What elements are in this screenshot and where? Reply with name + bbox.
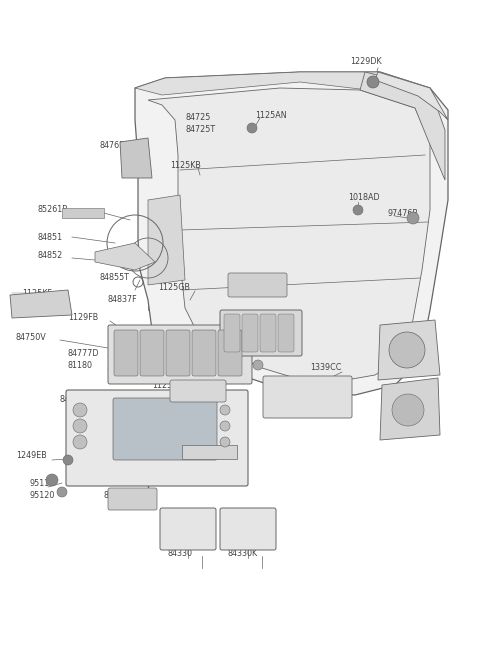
Text: 84725: 84725	[185, 113, 210, 122]
Polygon shape	[380, 378, 440, 440]
Polygon shape	[148, 88, 430, 382]
Bar	[182, 445, 237, 459]
Text: 84330K: 84330K	[228, 550, 258, 559]
Circle shape	[392, 394, 424, 426]
Circle shape	[73, 435, 87, 449]
Polygon shape	[378, 320, 440, 380]
Text: 1125AN: 1125AN	[255, 111, 287, 119]
Text: 84777D: 84777D	[68, 350, 99, 358]
Text: 85839: 85839	[388, 328, 413, 337]
Polygon shape	[375, 72, 448, 120]
FancyBboxPatch shape	[220, 508, 276, 550]
Circle shape	[73, 419, 87, 433]
Text: 1339CC: 1339CC	[310, 364, 341, 373]
FancyBboxPatch shape	[166, 330, 190, 376]
Circle shape	[253, 360, 263, 370]
Text: 84330: 84330	[168, 550, 193, 559]
Text: 84743K: 84743K	[60, 396, 90, 405]
Polygon shape	[135, 72, 430, 96]
Polygon shape	[135, 72, 448, 395]
FancyBboxPatch shape	[170, 380, 226, 402]
Text: 96126: 96126	[244, 274, 269, 282]
FancyBboxPatch shape	[224, 314, 240, 352]
FancyBboxPatch shape	[66, 390, 248, 486]
Text: 1125GA: 1125GA	[152, 381, 184, 390]
FancyBboxPatch shape	[108, 325, 252, 384]
FancyBboxPatch shape	[263, 376, 352, 418]
Circle shape	[46, 474, 58, 486]
Polygon shape	[148, 195, 185, 285]
FancyBboxPatch shape	[260, 314, 276, 352]
Polygon shape	[120, 138, 152, 178]
FancyBboxPatch shape	[242, 314, 258, 352]
Circle shape	[63, 455, 73, 465]
Text: 95120: 95120	[30, 491, 55, 500]
Text: 1125GB: 1125GB	[158, 284, 190, 293]
FancyBboxPatch shape	[192, 330, 216, 376]
Circle shape	[353, 205, 363, 215]
Text: 1129FB: 1129FB	[68, 314, 98, 322]
FancyBboxPatch shape	[140, 330, 164, 376]
Text: 1125KB: 1125KB	[170, 160, 201, 170]
Text: 84765P: 84765P	[100, 141, 130, 149]
Polygon shape	[10, 290, 72, 318]
Circle shape	[220, 405, 230, 415]
Circle shape	[247, 123, 257, 133]
FancyBboxPatch shape	[228, 273, 287, 297]
Text: 97476B: 97476B	[388, 208, 419, 217]
Text: 84837F: 84837F	[107, 295, 137, 305]
FancyBboxPatch shape	[114, 330, 138, 376]
Text: 1125KF: 1125KF	[22, 288, 52, 297]
Circle shape	[73, 403, 87, 417]
Circle shape	[367, 76, 379, 88]
Circle shape	[407, 212, 419, 224]
Text: 81180: 81180	[68, 362, 93, 371]
Text: 97403: 97403	[240, 318, 265, 326]
Polygon shape	[360, 72, 445, 180]
Text: 84741A: 84741A	[103, 491, 133, 500]
Text: 84743E: 84743E	[182, 443, 212, 453]
Text: 1229DK: 1229DK	[350, 58, 382, 67]
FancyBboxPatch shape	[218, 330, 242, 376]
Circle shape	[389, 332, 425, 368]
FancyBboxPatch shape	[108, 488, 157, 510]
Text: 84725T: 84725T	[185, 126, 215, 134]
FancyBboxPatch shape	[160, 508, 216, 550]
Text: 1125DA: 1125DA	[182, 455, 214, 464]
Text: 84851: 84851	[38, 233, 63, 242]
Circle shape	[220, 437, 230, 447]
FancyBboxPatch shape	[113, 398, 217, 460]
Text: 94520: 94520	[278, 398, 303, 407]
Text: 84855T: 84855T	[100, 274, 130, 282]
Text: 84852: 84852	[38, 250, 63, 259]
Text: 84750V: 84750V	[16, 333, 47, 341]
FancyBboxPatch shape	[220, 310, 302, 356]
Text: 95110: 95110	[30, 479, 55, 489]
Text: 84766P: 84766P	[388, 396, 418, 405]
Text: 1249EB: 1249EB	[16, 451, 47, 460]
Text: 84743N: 84743N	[115, 472, 146, 481]
Text: 84550E: 84550E	[228, 531, 258, 540]
Bar	[62, 208, 104, 218]
Text: 84550: 84550	[168, 531, 193, 540]
Text: 1018AD: 1018AD	[348, 193, 380, 202]
Polygon shape	[95, 243, 155, 270]
Circle shape	[220, 421, 230, 431]
Circle shape	[57, 487, 67, 497]
Text: 84755M: 84755M	[22, 301, 54, 310]
Text: 84743M: 84743M	[138, 394, 170, 403]
FancyBboxPatch shape	[278, 314, 294, 352]
Text: 85261B: 85261B	[38, 206, 69, 214]
